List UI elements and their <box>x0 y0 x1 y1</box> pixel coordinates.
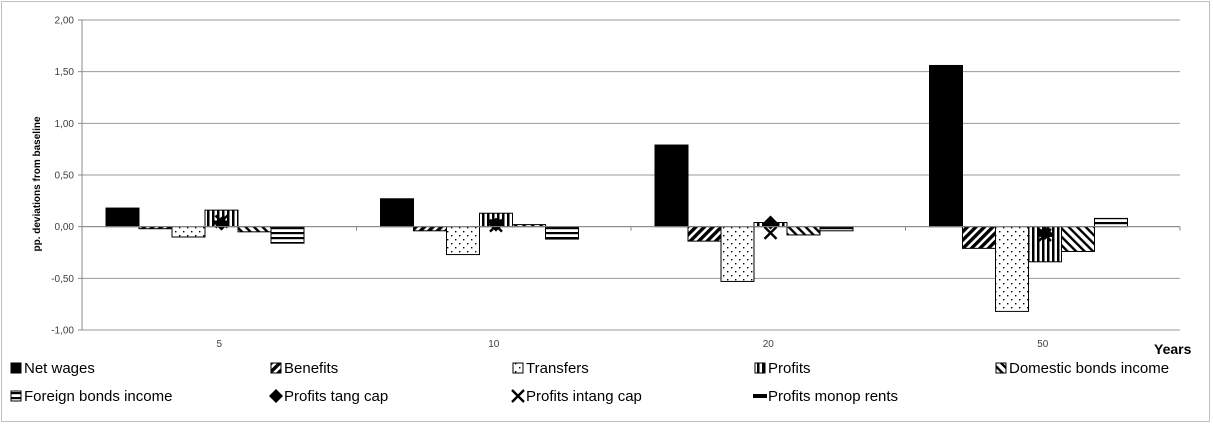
legend-label: Profits monop rents <box>768 388 898 405</box>
x-tick-label: 10 <box>488 339 500 350</box>
legend-label: Net wages <box>24 360 95 377</box>
legend-label: Transfers <box>526 360 589 377</box>
x-axis-ticks: 5 10 20 50 <box>81 226 1181 350</box>
legend-swatch <box>10 390 22 402</box>
x-tick-label: 50 <box>1037 339 1049 350</box>
legend-item-profits-monop-rents: Profits monop rents <box>753 388 898 405</box>
legend-item-net-wages: Net wages <box>10 360 95 377</box>
bar-benefits <box>413 226 447 232</box>
bar-foreign-bonds-income <box>270 226 305 244</box>
legend-swatch <box>753 394 767 398</box>
legend-item-profits-intang-cap: Profits intang cap <box>511 388 642 405</box>
legend-swatch <box>754 362 766 374</box>
x-axis-title: Years <box>1154 341 1192 357</box>
y-tick-label: 0,00 <box>55 222 75 233</box>
bar-benefits <box>687 226 722 242</box>
bar-domestic-bonds-income <box>237 226 272 233</box>
legend-label: Foreign bonds income <box>24 388 172 405</box>
legend-label: Profits intang cap <box>526 388 642 405</box>
markers <box>214 214 1052 242</box>
marker-profits-intang-cap <box>763 226 778 240</box>
bar-transfers <box>446 226 480 256</box>
bars <box>105 64 1128 312</box>
y-tick-label: 1,50 <box>55 67 75 78</box>
bar-net-wages <box>654 144 689 228</box>
marker-profits-monop-rents <box>489 219 503 224</box>
legend-label: Profits tang cap <box>284 388 388 405</box>
legend-swatch <box>270 362 282 374</box>
x-tick-label: 5 <box>216 339 222 350</box>
legend-label: Profits <box>768 360 811 377</box>
legend: Net wages Benefits Transfers Profits Domesti… <box>10 360 1169 405</box>
y-axis-ticks: -1,00 -0,50 0,00 0,50 1,00 1,50 2,00 <box>51 16 82 337</box>
legend-item-benefits: Benefits <box>270 360 338 377</box>
bar-benefits <box>962 226 996 249</box>
bar-foreign-bonds-income <box>1094 217 1128 228</box>
bar-net-wages <box>929 64 963 228</box>
legend-swatch <box>995 362 1007 374</box>
y-tick-label: 0,50 <box>55 171 75 182</box>
bar-net-wages <box>380 198 414 228</box>
legend-item-profits-tang-cap: Profits tang cap <box>269 388 388 405</box>
bar-transfers <box>171 226 206 238</box>
bar-domestic-bonds-income <box>1061 226 1095 252</box>
legend-item-foreign-bonds-income: Foreign bonds income <box>10 388 172 405</box>
y-tick-label: -0,50 <box>51 274 74 285</box>
bar-net-wages <box>105 207 140 228</box>
y-tick-label: 1,00 <box>55 119 75 130</box>
bar-domestic-bonds-income <box>786 226 821 236</box>
legend-label: Domestic bonds income <box>1009 360 1169 377</box>
y-tick-label: 2,00 <box>55 16 75 27</box>
bar-foreign-bonds-income <box>819 226 854 232</box>
y-tick-label: -1,00 <box>51 326 74 337</box>
bar-transfers <box>995 226 1029 312</box>
bar-transfers <box>720 226 755 282</box>
legend-item-domestic-bonds-income: Domestic bonds income <box>995 360 1169 377</box>
legend-swatch <box>269 389 283 403</box>
bar-foreign-bonds-income <box>545 226 579 240</box>
legend-swatch <box>511 389 525 403</box>
legend-swatch <box>512 362 524 374</box>
legend-label: Benefits <box>284 360 338 377</box>
marker-profits-monop-rents <box>1038 232 1052 237</box>
marker-profits-monop-rents <box>763 222 778 227</box>
x-tick-label: 20 <box>763 339 775 350</box>
legend-item-profits: Profits <box>754 360 811 377</box>
marker-profits-monop-rents <box>214 220 229 225</box>
y-axis-title: pp. deviations from baseline <box>32 116 43 251</box>
legend-item-transfers: Transfers <box>512 360 589 377</box>
legend-swatch <box>10 362 22 374</box>
